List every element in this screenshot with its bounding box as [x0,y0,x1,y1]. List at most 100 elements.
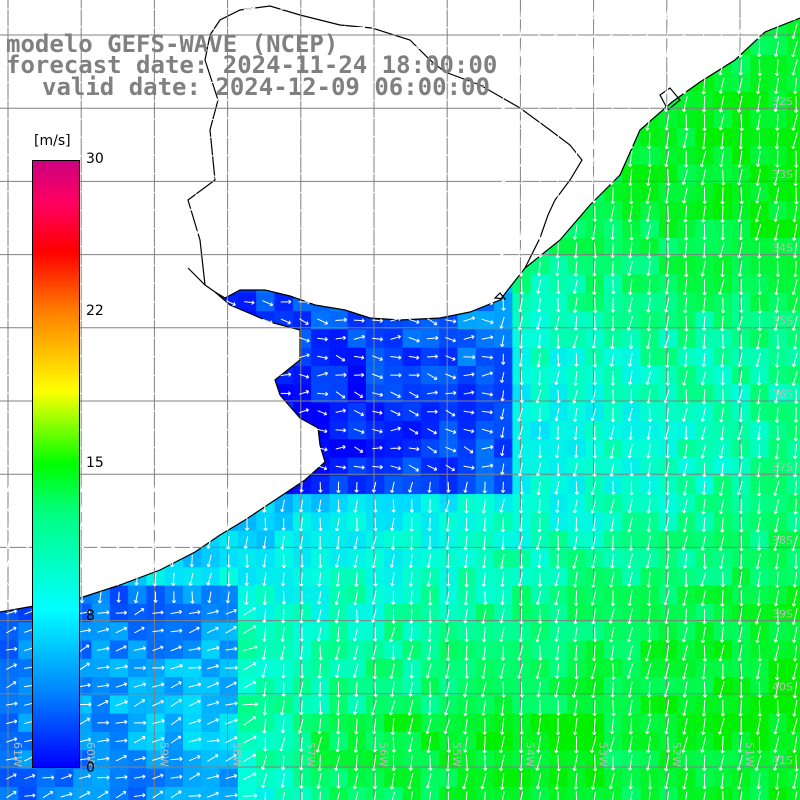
wind-cell [786,475,800,495]
wind-arrow [335,6,347,12]
wind-arrow [463,25,475,32]
wind-arrow [97,44,109,51]
wind-arrow [225,7,237,12]
wind-cell [786,549,800,568]
wind-cell [786,768,800,788]
wind-cell [219,786,239,800]
latitude-label: 33S [772,168,793,181]
latitude-label: 35S [772,315,793,328]
wind-arrow [134,44,146,50]
wind-arrow [444,25,458,31]
wind-arrow [664,23,670,39]
colorbar-tick-label: 15 [86,455,104,471]
wind-arrow [610,4,615,21]
wind-cell [786,640,800,660]
wind-arrow [170,7,182,13]
wind-cell [91,786,111,800]
wind-arrow [609,23,615,39]
longitude-label: 61W [11,742,24,767]
wind-arrow [554,23,560,38]
wind-arrow [298,23,311,29]
wind-arrow [536,4,542,20]
wind-arrow [207,25,218,32]
wind-cell [786,658,800,678]
wind-arrow [79,43,91,49]
colorbar-tick-label: 30 [86,151,104,167]
wind-cell [201,786,221,800]
longitude-label: 55W [450,742,463,767]
wind-arrow [463,7,476,14]
wind-cell [786,512,800,532]
latitude-label: 39S [772,607,793,620]
wind-arrow [645,23,652,39]
valid-date: valid date: 2024-12-09 06:00:00 [42,73,490,101]
wind-cell [786,18,800,38]
wind-arrow [736,23,743,39]
wind-arrow [719,22,725,40]
longitude-label: 54W [523,742,536,767]
wind-arrow [555,4,560,21]
wind-arrow [134,6,145,11]
wind-arrow [774,4,780,21]
wind-arrow [42,42,54,47]
wind-cell [786,567,800,587]
wind-arrow [426,6,439,11]
wind-arrow [79,7,90,12]
wind-cell [786,420,800,440]
wind-arrow [189,25,200,33]
wind-arrow [792,4,798,21]
wind-cell [164,786,184,800]
wind-arrow [244,23,255,29]
wind-arrow [116,25,126,32]
latitude-label: 36S [772,388,793,401]
wind-cell [73,786,93,800]
longitude-label: 59W [157,742,170,767]
wind-cell [128,786,147,800]
latitude-label: 40S [772,681,793,694]
wind-arrow [501,5,506,18]
wind-arrow [225,23,237,29]
wind-arrow [152,24,163,29]
wind-arrow [353,25,366,30]
latitude-label: 37S [772,461,793,474]
wind-arrow [518,5,523,20]
wind-cell [786,54,800,74]
wind-arrow [371,24,384,29]
wind-cell [786,146,800,166]
wind-arrow [24,6,35,11]
wind-arrow [590,4,597,20]
wind-arrow [134,24,146,30]
wind-cell [36,786,56,800]
wind-cell [786,585,800,605]
longitude-label: 52W [670,742,683,767]
wind-cell [786,164,800,184]
colorbar-gradient [32,160,80,768]
wind-arrow [408,7,420,14]
wind-cell [786,622,800,642]
wind-arrow [317,6,329,11]
wind-arrow [42,7,54,13]
wind-arrow [791,22,798,40]
wind-arrow [170,25,182,32]
wind-cell [786,329,800,349]
wind-arrow [700,4,707,21]
wind-arrow [664,4,670,20]
wind-arrow [42,25,54,31]
wind-arrow [24,25,35,30]
longitude-label: 53W [597,742,610,767]
wind-arrow [573,4,578,20]
wind-arrow [335,25,347,30]
wind-cell [54,786,74,800]
wind-arrow [681,4,688,21]
wind-arrow [152,6,164,11]
wind-cell [18,786,38,800]
longitude-label: 56W [377,742,390,767]
wind-arrow [628,4,634,20]
wind-arrow [481,6,494,11]
wind-cell [786,530,800,550]
wind-cell [786,292,800,312]
wind-cell [786,786,800,800]
latitude-label: 34S [772,241,793,254]
wind-cell [786,219,800,239]
